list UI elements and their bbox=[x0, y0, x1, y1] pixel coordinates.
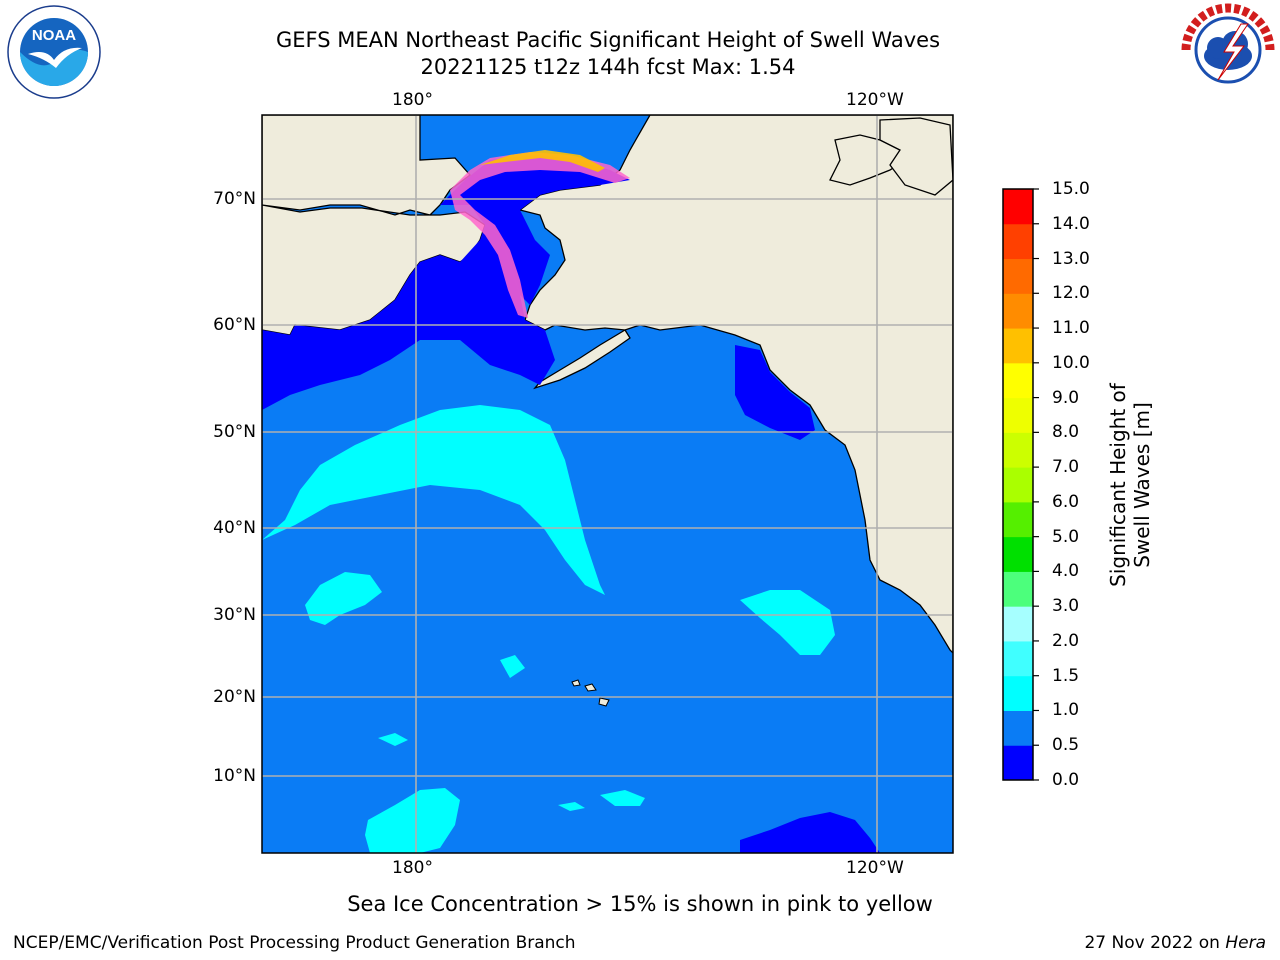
colorbar-band bbox=[1003, 710, 1033, 746]
lat-label-30n: 30°N bbox=[213, 605, 256, 625]
lon-label-top-120w: 120°W bbox=[846, 90, 904, 110]
chukchi-low-swell bbox=[440, 155, 630, 305]
colorbar-label: Significant Height of Swell Waves [m] bbox=[1106, 383, 1154, 587]
lon-label-bottom-120w: 120°W bbox=[846, 858, 904, 878]
colorbar-tick-label: 3.0 bbox=[1052, 596, 1080, 617]
lat-label-20n: 20°N bbox=[213, 687, 256, 707]
svg-text:NOAA: NOAA bbox=[32, 27, 76, 44]
colorbar-band bbox=[1003, 571, 1033, 607]
colorbar-tick-label: 12.0 bbox=[1052, 283, 1090, 304]
colorbar-band bbox=[1003, 467, 1033, 503]
colorbar-tick-label: 10.0 bbox=[1052, 352, 1090, 373]
swell-patch-small-3 bbox=[378, 733, 408, 746]
colorbar-band bbox=[1003, 675, 1033, 711]
national-weather-service-logo bbox=[1181, 3, 1275, 96]
arctic-island bbox=[829, 134, 906, 186]
lon-label-top-180: 180° bbox=[392, 90, 433, 110]
colorbar-tick-label: 15.0 bbox=[1052, 179, 1090, 199]
swell-patch-east bbox=[740, 590, 835, 655]
colorbar-tick-label: 2.0 bbox=[1052, 630, 1080, 651]
sea-ice-edge bbox=[480, 150, 605, 172]
lat-label-40n: 40°N bbox=[213, 518, 256, 538]
tropical-low-swell bbox=[740, 812, 880, 853]
colorbar-band bbox=[1003, 397, 1033, 433]
map-frame bbox=[261, 114, 954, 854]
colorbar-band bbox=[1003, 432, 1033, 468]
colorbar-band bbox=[1003, 258, 1033, 294]
colorbar-band bbox=[1003, 223, 1033, 260]
swell-patch-west bbox=[305, 572, 382, 625]
swell-patch-small-2 bbox=[500, 655, 525, 678]
colorbar-band bbox=[1003, 362, 1033, 399]
swell-patch-north bbox=[262, 405, 605, 595]
noaa-logo: NOAA bbox=[7, 5, 101, 99]
chart-subtitle: 20221125 t12z 144h fcst Max: 1.54 bbox=[420, 55, 796, 79]
colorbar-band bbox=[1003, 293, 1033, 329]
colorbar-tick-label: 1.5 bbox=[1052, 665, 1080, 686]
colorbar-tick-label: 11.0 bbox=[1052, 318, 1090, 339]
gulf-low-swell bbox=[735, 345, 815, 440]
colorbar-band bbox=[1003, 536, 1033, 572]
colorbar-tick-label: 1.0 bbox=[1052, 700, 1080, 721]
hawaii-islands bbox=[571, 679, 610, 707]
lat-label-50n: 50°N bbox=[213, 422, 256, 442]
credit-text: NCEP/EMC/Verification Post Processing Pr… bbox=[13, 933, 576, 953]
date-label: 27 Nov 2022 on bbox=[1084, 933, 1226, 953]
colorbar-band bbox=[1003, 501, 1033, 538]
swell-patch-south bbox=[365, 788, 460, 853]
lat-label-10n: 10°N bbox=[213, 766, 256, 786]
alaska-peninsula bbox=[533, 329, 631, 390]
lat-label-70n: 70°N bbox=[213, 189, 256, 209]
swell-patch-small-1 bbox=[600, 790, 645, 806]
sea-ice-band bbox=[450, 152, 630, 318]
colorbar-band bbox=[1003, 328, 1033, 364]
date-text: 27 Nov 2022 on Hera bbox=[1084, 933, 1266, 953]
swell-patch-small-4 bbox=[558, 802, 585, 811]
lon-label-bottom-180: 180° bbox=[392, 858, 433, 878]
chart-title: GEFS MEAN Northeast Pacific Significant … bbox=[275, 28, 941, 52]
colorbar-tick-label: 8.0 bbox=[1052, 422, 1080, 443]
colorbar-tick-label: 0.0 bbox=[1052, 770, 1080, 790]
lat-label-60n: 60°N bbox=[213, 315, 256, 335]
alaska-land bbox=[518, 115, 953, 654]
sea-ice-footnote: Sea Ice Concentration > 15% is shown in … bbox=[347, 892, 933, 916]
arctic-island-2 bbox=[879, 117, 953, 196]
colorbar-tick-label: 6.0 bbox=[1052, 491, 1080, 512]
colorbar-band bbox=[1003, 606, 1033, 642]
colorbar-band bbox=[1003, 745, 1033, 781]
machine-name: Hera bbox=[1225, 933, 1266, 953]
colorbar-tick-label: 4.0 bbox=[1052, 561, 1080, 582]
colorbar-tick-label: 13.0 bbox=[1052, 248, 1090, 269]
colorbar-tick-label: 0.5 bbox=[1052, 735, 1080, 756]
colorbar-band bbox=[1003, 640, 1033, 677]
colorbar-band bbox=[1003, 189, 1033, 225]
colorbar-tick-label: 5.0 bbox=[1052, 526, 1080, 547]
graticule bbox=[262, 115, 953, 853]
colorbar-bands bbox=[1003, 188, 1039, 781]
colorbar-tick-label: 9.0 bbox=[1052, 387, 1080, 408]
colorbar-tick-label: 7.0 bbox=[1052, 457, 1080, 478]
colorbar-tick-label: 14.0 bbox=[1052, 213, 1090, 234]
bering-low-swell bbox=[262, 225, 555, 410]
colorbar-frame bbox=[1002, 188, 1034, 781]
